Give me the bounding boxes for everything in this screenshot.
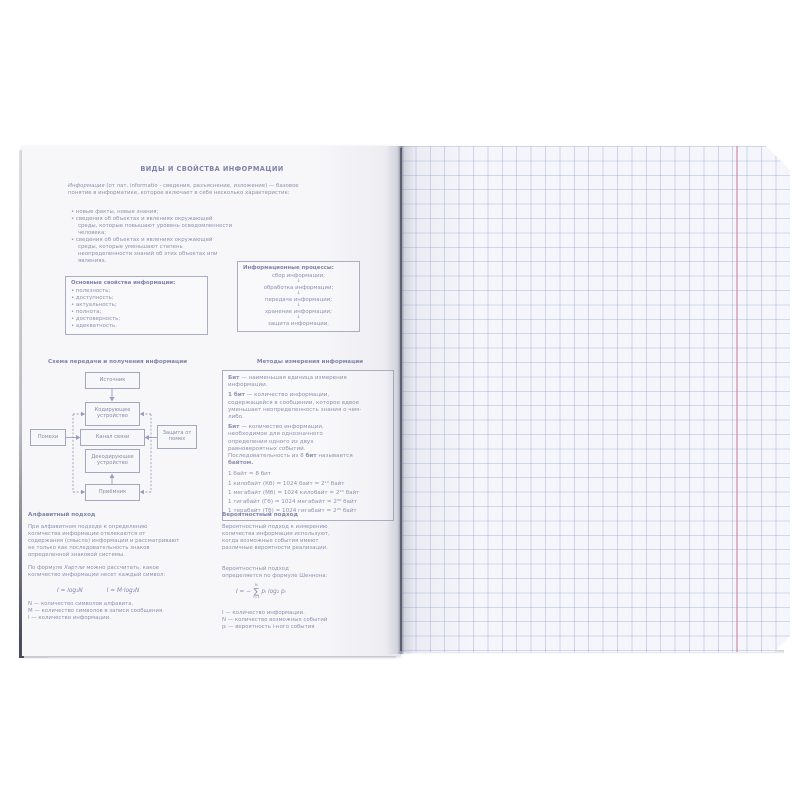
list-item: адекватность. bbox=[71, 323, 202, 330]
spine-line bbox=[400, 148, 402, 651]
left-page: ВИДЫ И СВОЙСТВА ИНФОРМАЦИИ Информация (о… bbox=[22, 146, 401, 656]
sum-symbol: N ∑ i=1 bbox=[253, 583, 260, 599]
list-item: доступность; bbox=[71, 295, 202, 302]
byte-conversion: 1 килобайт (Кб) = 1024 байт = 2¹⁰ байт bbox=[228, 480, 345, 487]
byte-conversion: 1 байт = 8 бит bbox=[228, 471, 272, 478]
down-arrow-icon: ↓ bbox=[296, 290, 301, 297]
squared-grid bbox=[401, 146, 790, 652]
measurement-title: Методы измерения информации bbox=[256, 359, 364, 365]
process-step: защита информации. bbox=[267, 320, 330, 327]
list-item: сведения об объектах и явлениях окружающ… bbox=[71, 237, 233, 265]
process-step: хранение информации; bbox=[264, 308, 333, 315]
alphabet-title: Алфавитный подход bbox=[28, 512, 96, 518]
box-title: Основные свойства информации: bbox=[71, 280, 176, 286]
formula: I = log₂N bbox=[57, 588, 83, 594]
probability-paragraph: Вероятностный подход определяется по фор… bbox=[222, 566, 328, 579]
margin-line bbox=[736, 146, 738, 652]
probability-paragraph: Вероятностный подход к измерению количес… bbox=[222, 524, 330, 551]
paragraph: Бит — количество информации, необходимое… bbox=[228, 424, 353, 467]
page-title: ВИДЫ И СВОЙСТВА ИНФОРМАЦИИ bbox=[140, 165, 284, 173]
page-stack-edge-left bbox=[24, 654, 396, 659]
list-item: достоверность; bbox=[71, 316, 202, 323]
definition: N — количество возможных событий bbox=[222, 617, 328, 623]
diagram-node-noise: Помехи bbox=[30, 429, 66, 446]
diagram-node-channel: Канал связи bbox=[80, 429, 145, 446]
page-stack-edge-right bbox=[406, 650, 784, 654]
process-step: передача информации; bbox=[264, 296, 333, 303]
diagram-node-protection: Защита от помех bbox=[157, 425, 197, 449]
formula: I = M·log₂N bbox=[106, 588, 140, 594]
scheme-title: Схема передачи и получения информации bbox=[48, 359, 188, 365]
paragraph: Бит — наименьшая единица измерения инфор… bbox=[228, 375, 347, 389]
list-item: новые факты, новые знания; bbox=[71, 209, 233, 216]
transmission-diagram: Источник Кодирующее устройство Канал свя… bbox=[30, 372, 205, 504]
info-processes-box: Информационные процессы: сбор информации… bbox=[237, 261, 360, 333]
definition: M — количество символов в записи сообщен… bbox=[28, 608, 164, 614]
byte-conversion: 1 гигабайт (Гб) = 1024 мегабайт = 2³⁰ ба… bbox=[228, 499, 357, 506]
diagram-node-source: Источник bbox=[85, 372, 140, 389]
diagram-node-coder: Кодирующее устройство bbox=[85, 402, 140, 426]
formula-rhs: pᵢ log₂ pᵢ bbox=[261, 588, 286, 595]
paragraph: 1 бит — количество информации, содержаще… bbox=[228, 392, 362, 421]
info-properties-box: Основные свойства информации: полезность… bbox=[65, 276, 208, 335]
box-title: Информационные процессы: bbox=[243, 265, 334, 271]
process-step: обработка информации; bbox=[263, 284, 334, 291]
shannon-formula: I = − N ∑ i=1 pᵢ log₂ pᵢ bbox=[236, 583, 286, 599]
definition: I — количество информации. bbox=[28, 615, 111, 621]
byte-conversion: 1 терабайт (Тб) = 1024 гигабайт = 2⁴⁰ ба… bbox=[228, 508, 357, 515]
definition: pᵢ — вероятность i-ного события bbox=[222, 624, 315, 630]
byte-conversion: 1 мегабайт (Мб) = 1024 килобайт = 2²⁰ ба… bbox=[228, 489, 360, 496]
alphabet-paragraph: При алфавитном подходе к определению кол… bbox=[28, 524, 180, 558]
diagram-node-receiver: Приёмник bbox=[85, 484, 140, 501]
intro-bullet-list: новые факты, новые знания; сведения об о… bbox=[71, 209, 233, 265]
probability-definitions: I — количество информации. N — количеств… bbox=[222, 610, 327, 631]
list-item: полнота; bbox=[71, 309, 202, 316]
definition: N — количество символов алфавита. bbox=[28, 601, 134, 607]
down-arrow-icon: ↓ bbox=[296, 278, 301, 285]
intro-paragraph: Информация (от лат. informatio - сведени… bbox=[68, 183, 299, 196]
notebook-cover-edge bbox=[19, 150, 23, 656]
bit-measurement-box: Бит — наименьшая единица измерения инфор… bbox=[222, 370, 394, 522]
down-arrow-icon: ↓ bbox=[296, 314, 301, 321]
formula-lhs: I = − bbox=[236, 588, 252, 595]
right-page-grid bbox=[401, 146, 790, 652]
hartley-formulas: I = log₂N I = M·log₂N bbox=[57, 588, 139, 594]
alphabet-definitions: N — количество символов алфавита. M — ко… bbox=[28, 601, 164, 622]
alphabet-paragraph: По формуле Хартли можно рассчитать, како… bbox=[28, 565, 166, 578]
diagram-node-decoder: Декодирующее устройство bbox=[85, 449, 140, 473]
probability-title: Вероятностный подход bbox=[222, 512, 298, 518]
process-step: сбор информации; bbox=[272, 273, 325, 279]
list-item: сведения об объектах и явлениях окружающ… bbox=[71, 216, 233, 237]
list-item: полезность; bbox=[71, 288, 202, 295]
diagram-connectors bbox=[66, 389, 157, 495]
down-arrow-icon: ↓ bbox=[296, 302, 301, 309]
definition: I — количество информации. bbox=[222, 610, 305, 616]
list-item: актуальность; bbox=[71, 302, 202, 309]
